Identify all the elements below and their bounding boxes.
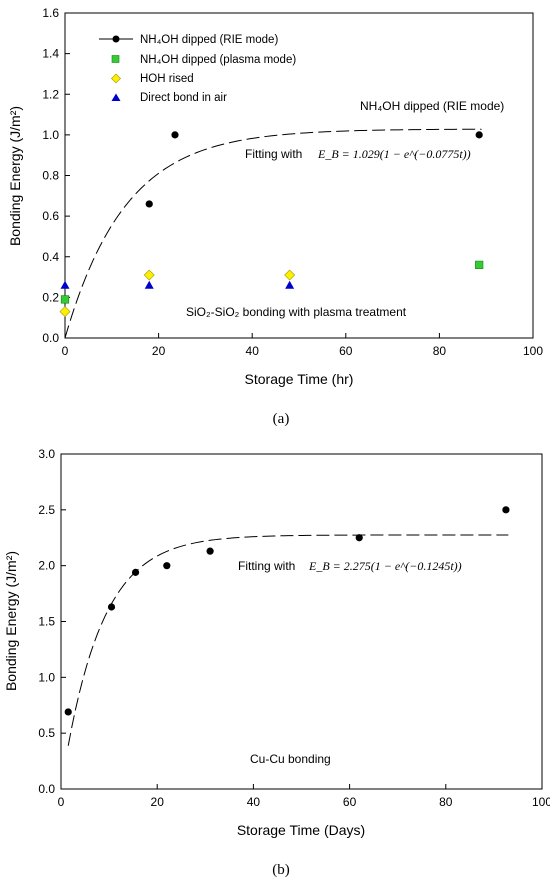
x-tick-label-a: 40 [246, 344, 260, 358]
data-point-a-s1-0 [60, 295, 70, 304]
y-tick-label-a: 1.4 [42, 47, 59, 61]
y-tick-label-b: 2.5 [38, 503, 55, 517]
x-tick-label-a: 100 [523, 344, 543, 358]
legend-marker-direct [111, 93, 121, 101]
data-point-b-s0-0 [64, 708, 72, 716]
x-axis-label-b: Storage Time (Days) [237, 822, 365, 838]
y-tick-label-a: 1.0 [42, 128, 59, 142]
process-note-a: SiO₂-SiO₂ bonding with plasma treatment [186, 305, 407, 319]
data-point-a-s0-0 [145, 200, 153, 208]
data-point-b-s0-1 [107, 603, 116, 611]
legend-marker-hoh [111, 73, 121, 84]
x-tick-label-b: 100 [532, 795, 550, 809]
y-axis-label-a: Bonding Energy (J/m²) [7, 106, 23, 246]
x-tick-label-a: 0 [62, 344, 69, 358]
data-point-a-s1-1 [475, 260, 484, 269]
y-tick-label-a: 0.0 [42, 331, 59, 345]
y-tick-label-a: 1.6 [42, 6, 59, 20]
legend-label-direct: Direct bond in air [140, 92, 227, 104]
fit-formula-a: E_B = 1.029(1 − e^(−0.0775t)) [317, 147, 471, 161]
x-tick-label-a: 20 [152, 344, 166, 358]
x-tick-label-b: 20 [151, 795, 165, 809]
legend-label-hoh: HOH rised [140, 73, 194, 85]
process-note-b: Cu-Cu bonding [250, 752, 331, 766]
y-tick-label-a: 0.2 [42, 290, 59, 304]
y-tick-label-b: 0.0 [38, 782, 55, 796]
y-tick-label-a: 1.2 [42, 87, 59, 101]
data-point-a-s3-1 [144, 280, 154, 289]
data-point-b-s0-5 [355, 534, 363, 542]
data-point-a-s2-1 [143, 269, 155, 281]
data-points-a [59, 131, 484, 318]
x-tick-label-a: 80 [433, 344, 447, 358]
fit-label-b: Fitting with [238, 559, 295, 573]
fit-label-a: Fitting with [245, 147, 302, 161]
chart-a: 0 20 40 60 80 1000.00.20.40.60.81.01.21.41.6 … [7, 6, 543, 427]
plot-area-a [64, 12, 534, 339]
y-tick-label-b: 0.5 [38, 726, 55, 740]
x-tick-label-b: 60 [343, 795, 357, 809]
data-point-a-s0-1 [171, 131, 179, 139]
x-tick-label-b: 40 [247, 795, 261, 809]
series-note-a: NH₄OH dipped (RIE mode) [360, 99, 504, 113]
plot-area-b [60, 453, 543, 790]
data-points-b [64, 506, 510, 716]
tick-group-a: 0 20 40 60 80 100 0.0 0.2 0.4 0.6 0.8 1.0 1.2 1.4 1.6 [42, 6, 543, 358]
y-tick-label-b: 2.0 [38, 559, 55, 573]
fit-curve-b [67, 534, 509, 746]
y-tick-label-a: 0.6 [42, 209, 59, 223]
x-axis-label-a: Storage Time (hr) [245, 371, 354, 387]
legend-label-rie: NH₄OH dipped (RIE mode) [140, 34, 278, 46]
data-point-b-s0-4 [206, 547, 214, 555]
x-tick-label-b: 0 [58, 795, 65, 809]
tick-group-b: 0 20 40 60 80 100 0.0 0.5 1.0 1.5 2.0 2.5 3.0 [38, 447, 550, 809]
panel-label-a: (a) [273, 411, 290, 427]
data-point-b-s0-3 [163, 562, 171, 570]
data-point-a-s3-0 [60, 280, 70, 289]
legend-marker-rie [112, 35, 120, 43]
data-point-a-s0-2 [475, 131, 483, 139]
x-tick-label-a: 60 [339, 344, 353, 358]
panel-label-b: (b) [272, 862, 290, 878]
data-point-a-s3-2 [285, 280, 295, 289]
fit-curve-a [64, 128, 482, 339]
y-tick-label-a: 0.4 [42, 250, 59, 264]
data-point-b-s0-6 [502, 506, 510, 514]
y-axis-label-b: Bonding Energy (J/m²) [3, 551, 19, 691]
legend-label-plasma: NH₄OH dipped (plasma mode) [140, 54, 296, 66]
y-tick-label-b: 1.0 [38, 670, 55, 684]
legend-a: NH₄OH dipped (RIE mode) NH₄OH dipped (pl… [99, 34, 296, 104]
x-tick-label-b: 80 [439, 795, 453, 809]
y-tick-label-b: 3.0 [38, 447, 55, 461]
data-point-a-s2-0 [59, 306, 71, 318]
data-point-a-s2-2 [284, 269, 296, 281]
data-point-b-s0-2 [131, 568, 140, 576]
fit-formula-b: E_B = 2.275(1 − e^(−0.1245t)) [308, 559, 462, 573]
chart-b: 0 20 40 60 80 100 0.0 0.5 1.0 1.5 2.0 2.5 3.0 Fittin… [3, 447, 550, 878]
y-tick-label-a: 0.8 [42, 169, 59, 183]
legend-marker-plasma [111, 55, 120, 63]
y-tick-label-b: 1.5 [38, 615, 55, 629]
